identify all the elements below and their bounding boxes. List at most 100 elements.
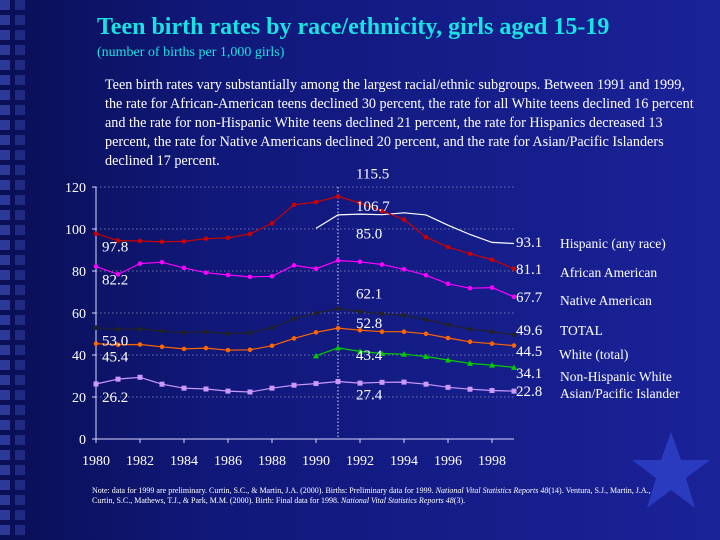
data-point <box>93 381 99 387</box>
y-tick-label: 0 <box>79 433 86 448</box>
x-tick-label: 1986 <box>214 454 242 469</box>
data-point <box>379 350 385 357</box>
data-point <box>203 270 209 275</box>
note-part-3: (3). <box>453 496 466 506</box>
data-point <box>335 194 341 199</box>
data-point <box>445 281 451 287</box>
y-tick-label: 120 <box>65 181 86 196</box>
end-value-label: 49.6 <box>516 323 543 339</box>
data-point <box>357 309 363 314</box>
data-point <box>335 325 341 331</box>
data-label: 97.8 <box>102 240 128 256</box>
star-icon <box>632 432 710 508</box>
data-point <box>401 217 407 222</box>
data-point <box>115 342 121 348</box>
data-point <box>159 259 165 265</box>
data-label: 82.2 <box>102 272 128 288</box>
y-tick-label: 100 <box>65 223 86 238</box>
end-value-label: 34.1 <box>516 366 542 382</box>
data-point <box>203 329 209 335</box>
data-point <box>467 326 473 332</box>
legend-label: White (total) <box>559 347 628 362</box>
data-point <box>445 244 451 250</box>
data-point <box>467 360 473 366</box>
data-point <box>291 316 297 321</box>
data-point <box>511 388 517 394</box>
data-point <box>467 386 473 392</box>
series-line <box>95 195 515 270</box>
data-point <box>93 231 99 236</box>
data-point <box>335 258 341 263</box>
data-point <box>357 380 363 386</box>
data-point <box>445 335 451 341</box>
data-point <box>181 239 187 244</box>
data-point <box>511 266 517 271</box>
series-line <box>95 307 515 336</box>
data-point <box>511 364 517 370</box>
data-point <box>137 342 143 347</box>
data-point <box>137 374 143 380</box>
legend-label: Native American <box>560 293 652 308</box>
data-label: 85.0 <box>356 227 382 243</box>
end-value-label: 67.7 <box>516 290 543 306</box>
data-point <box>181 330 187 336</box>
legend-label: TOTAL <box>560 323 603 338</box>
data-point <box>379 329 385 334</box>
data-point <box>357 348 363 354</box>
data-point <box>225 235 231 241</box>
data-point <box>401 379 407 385</box>
x-tick-label: 1988 <box>258 454 286 469</box>
data-point <box>511 332 517 338</box>
data-point <box>115 376 121 382</box>
note-journal-2: National Vital Statistics Reports 48 <box>341 496 454 506</box>
data-point <box>159 239 165 245</box>
series-line <box>315 347 515 368</box>
data-point <box>247 231 253 237</box>
source-note: Note: data for 1999 are preliminary. Cur… <box>92 486 652 507</box>
data-point <box>269 273 275 279</box>
data-point <box>137 261 143 266</box>
page-subtitle: (number of births per 1,000 girls) <box>97 45 285 60</box>
data-point <box>225 388 231 394</box>
data-label: 53.0 <box>102 334 128 350</box>
data-point <box>335 306 341 311</box>
x-tick-label: 1996 <box>434 454 462 469</box>
data-point <box>313 381 319 387</box>
data-point <box>489 285 495 290</box>
data-point <box>335 378 341 384</box>
series-line <box>95 376 515 393</box>
data-point <box>401 267 407 272</box>
data-point <box>379 379 385 385</box>
data-point <box>247 330 253 336</box>
x-tick-label: 1980 <box>82 454 110 469</box>
data-point <box>489 257 495 262</box>
data-point <box>379 208 385 214</box>
data-point <box>93 341 99 346</box>
data-point <box>313 330 319 335</box>
data-point <box>115 272 121 277</box>
data-point <box>247 389 253 395</box>
data-point <box>401 351 407 357</box>
decorative-square-pattern <box>0 0 30 540</box>
intro-paragraph: Teen birth rates vary substantially amon… <box>105 77 694 169</box>
series-line <box>95 259 515 298</box>
note-part-1: Note: data for 1999 are preliminary. Cur… <box>92 486 436 495</box>
data-label: 62.1 <box>356 287 382 303</box>
data-point <box>467 251 473 257</box>
data-point <box>247 347 253 353</box>
series-line <box>315 212 515 245</box>
data-point <box>291 336 297 341</box>
x-tick-label: 1984 <box>170 454 198 469</box>
data-point <box>511 343 517 348</box>
x-tick-label: 1990 <box>302 454 330 469</box>
end-value-label: 81.1 <box>516 262 542 278</box>
end-value-label: 44.5 <box>516 344 542 360</box>
y-tick-label: 20 <box>72 391 86 406</box>
data-point <box>137 326 143 332</box>
data-point <box>357 327 363 333</box>
y-tick-label: 60 <box>72 307 86 322</box>
data-point <box>357 259 363 265</box>
data-point <box>335 344 341 351</box>
data-label: 43.4 <box>356 348 383 364</box>
data-label: 115.5 <box>356 166 389 182</box>
